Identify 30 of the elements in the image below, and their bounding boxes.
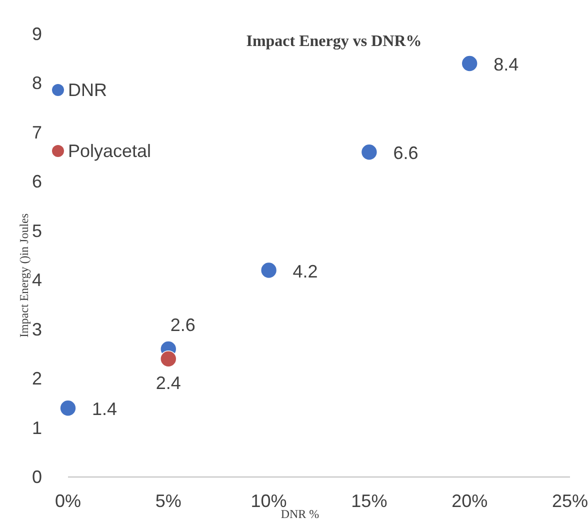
y-tick-label: 6: [32, 172, 42, 192]
y-tick-label: 8: [32, 73, 42, 94]
point: [360, 144, 378, 161]
legend-label: Polyacetal: [68, 141, 152, 161]
y-tick-label: 4: [32, 270, 42, 290]
y-tick-label: 7: [32, 122, 42, 142]
x-tick-label: 5%: [155, 491, 182, 511]
x-tick-label: 25%: [552, 491, 588, 511]
data-label: 6.6: [393, 143, 418, 164]
x-tick-label: 0%: [54, 491, 82, 511]
y-axis-title: Impact Energy ()in Joules: [17, 213, 31, 338]
y-tick-label: 2: [32, 368, 42, 389]
x-tick-label: 15%: [351, 491, 388, 511]
point: [260, 262, 278, 279]
data-label: 2.4: [156, 372, 181, 393]
y-tick-label: 0: [32, 467, 42, 487]
data-label: 2.6: [170, 315, 196, 336]
y-tick-label: 1: [32, 418, 42, 438]
x-tick-label: 20%: [452, 491, 488, 511]
y-tick-label: 5: [32, 220, 42, 241]
data-label: 8.4: [494, 54, 519, 75]
point: [160, 350, 177, 368]
y-tick-label: 3: [32, 319, 42, 340]
y-tick-label: 9: [32, 24, 42, 44]
legend-label: DNR: [68, 80, 107, 100]
point: [60, 400, 76, 416]
data-label: 4.2: [292, 261, 318, 282]
chart-title: Impact Energy vs DNR%: [246, 33, 422, 50]
point: [461, 55, 478, 72]
data-label: 1.4: [92, 399, 118, 420]
